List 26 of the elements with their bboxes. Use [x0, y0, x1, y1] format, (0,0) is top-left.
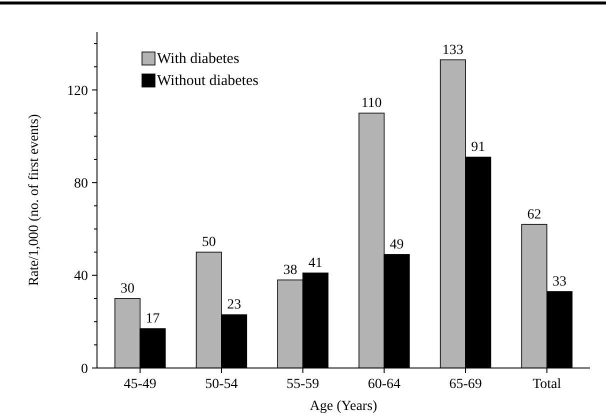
- x-tick-label: 65-69: [449, 377, 482, 392]
- data-label: 91: [471, 140, 486, 156]
- data-label: 110: [361, 96, 382, 112]
- y-axis-title: Rate/1,000 (no. of first events): [27, 114, 42, 286]
- data-label: 49: [390, 237, 404, 252]
- data-label: 62: [527, 207, 542, 222]
- x-tick-label: 55-59: [286, 377, 320, 392]
- x-tick-label: 45-49: [124, 377, 156, 392]
- y-tick-label: 80: [74, 176, 88, 192]
- x-axis-title: Age (Years): [310, 399, 378, 414]
- y-tick-label: 0: [81, 362, 88, 377]
- data-label: 30: [120, 281, 135, 296]
- data-label: 33: [552, 274, 566, 290]
- x-tick-label: 60-64: [368, 377, 401, 392]
- data-label: 17: [146, 312, 160, 327]
- y-tick-label: 40: [74, 269, 88, 284]
- legend-label: Without diabetes: [157, 73, 259, 89]
- data-label: 23: [227, 298, 242, 313]
- data-label: 41: [308, 256, 322, 271]
- x-tick-label: 50-54: [205, 377, 238, 392]
- data-label: 133: [442, 42, 464, 58]
- y-tick-label: 120: [67, 84, 88, 99]
- data-label: 38: [283, 262, 298, 278]
- data-label: 50: [202, 235, 216, 250]
- x-tick-label: Total: [532, 377, 562, 392]
- legend-label: With diabetes: [157, 51, 240, 67]
